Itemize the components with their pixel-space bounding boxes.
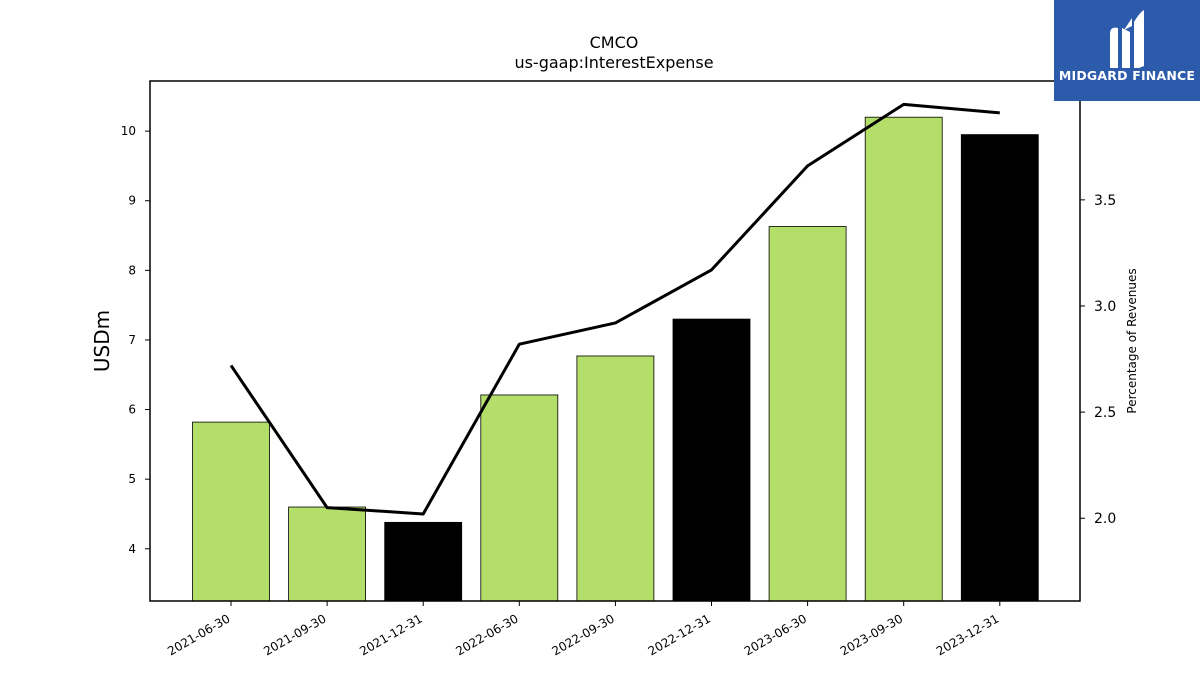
midgard-finance-logo: MIDGARD FINANCE	[1054, 0, 1200, 101]
y-right-tick-label: 2.0	[1094, 511, 1116, 527]
y-tick-label: 9	[128, 194, 136, 208]
bars-group	[192, 116, 1039, 602]
bar-2022-06-30	[480, 394, 559, 602]
bar-2021-09-30	[288, 506, 367, 602]
x-tick-label: 2021-12-31	[357, 611, 424, 658]
y-tick-label: 8	[128, 263, 136, 277]
left-axis-ticks: 4 5 6 7 8 9 10	[121, 124, 150, 556]
bar-2023-09-30	[864, 116, 943, 602]
y-tick-label: 4	[128, 542, 136, 556]
y-right-tick-label: 3.0	[1094, 299, 1116, 315]
y-axis-label-left: USDm	[90, 310, 114, 372]
bar-2023-06-30	[768, 226, 847, 602]
logo-text: MIDGARD FINANCE	[1058, 68, 1196, 83]
x-tick-label: 2021-09-30	[261, 611, 328, 658]
line-group	[229, 102, 1000, 516]
y-right-tick-label: 3.5	[1094, 193, 1116, 209]
y-axis-label-right: Percentage of Revenues	[1125, 268, 1139, 413]
x-tick-label: 2022-06-30	[453, 611, 520, 658]
y-tick-label: 6	[128, 403, 136, 417]
percentage-line	[229, 102, 1000, 516]
x-tick-label: 2023-09-30	[838, 611, 905, 658]
right-axis-ticks: 2.0 2.5 3.0 3.5	[1080, 193, 1116, 527]
bar-2022-12-31	[672, 318, 751, 602]
bar-2021-06-30	[192, 421, 270, 602]
x-tick-label: 2022-12-31	[646, 611, 713, 658]
y-tick-label: 10	[121, 124, 136, 138]
x-tick-label: 2023-06-30	[742, 611, 809, 658]
y-right-tick-label: 2.5	[1094, 405, 1116, 421]
chart-subtitle: us-gaap:InterestExpense	[514, 53, 713, 72]
y-tick-label: 7	[128, 333, 136, 347]
x-tick-label: 2022-09-30	[549, 611, 616, 658]
y-tick-label: 5	[128, 472, 136, 486]
bar-2021-12-31	[384, 521, 463, 602]
bar-2023-12-31	[960, 134, 1039, 602]
bar-2022-09-30	[576, 355, 655, 602]
x-tick-label: 2023-12-31	[934, 611, 1001, 658]
x-axis-ticks: 2021-06-30 2021-09-30 2021-12-31 2022-06-30…	[165, 601, 1001, 658]
chart-title: CMCO	[590, 33, 639, 52]
logo-mark-icon	[1110, 10, 1144, 68]
x-tick-label: 2021-06-30	[165, 611, 232, 658]
